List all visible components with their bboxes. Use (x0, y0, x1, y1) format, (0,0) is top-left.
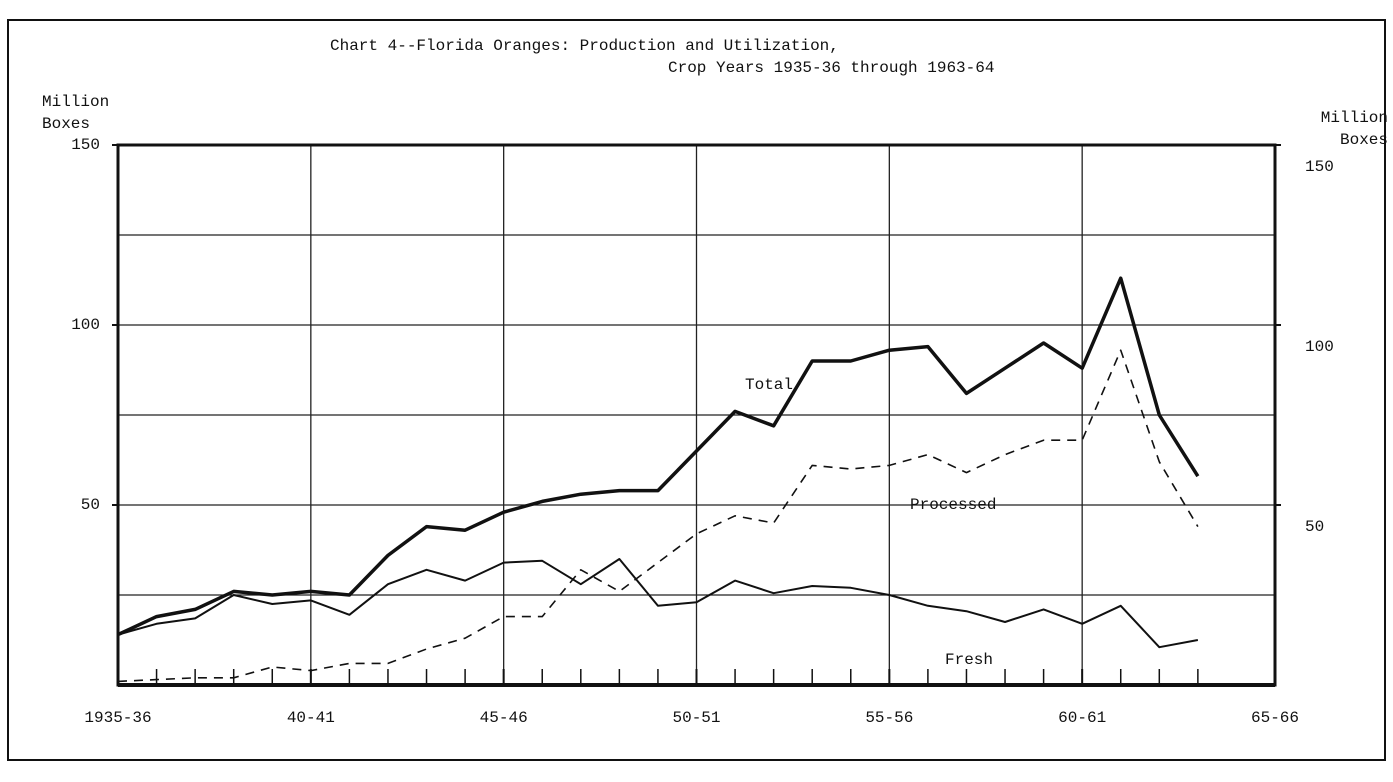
y-tick-label: 150 (71, 136, 100, 154)
x-tick-label: 50-51 (672, 709, 720, 727)
x-tick-label: 60-61 (1058, 709, 1106, 727)
y-tick-label: 50 (81, 496, 100, 514)
y2-axis-label: Million (1321, 109, 1388, 127)
y2-tick-label: 50 (1305, 518, 1324, 536)
series-line (117, 349, 1199, 683)
series-label: Total (745, 376, 793, 394)
y-axis-label: Boxes (42, 115, 90, 133)
x-tick-label: 45-46 (480, 709, 528, 727)
series-line (117, 558, 1199, 649)
page-frame (7, 19, 1386, 761)
x-tick-label: 40-41 (287, 709, 335, 727)
y-tick-label: 100 (71, 316, 100, 334)
series-label: Fresh (945, 651, 993, 669)
x-tick-label: 55-56 (865, 709, 913, 727)
series-label: Processed (910, 496, 996, 514)
x-tick-label: 1935-36 (84, 709, 151, 727)
x-tick-label: 65-66 (1251, 709, 1299, 727)
y2-tick-label: 100 (1305, 338, 1334, 356)
chart-title: Crop Years 1935-36 through 1963-64 (668, 59, 994, 77)
y-axis-label: Million (42, 93, 109, 111)
y2-tick-label: 150 (1305, 158, 1334, 176)
y2-axis-label: Boxes (1340, 131, 1388, 149)
chart-title: Chart 4--Florida Oranges: Production and… (330, 37, 839, 55)
series-line (117, 276, 1200, 637)
